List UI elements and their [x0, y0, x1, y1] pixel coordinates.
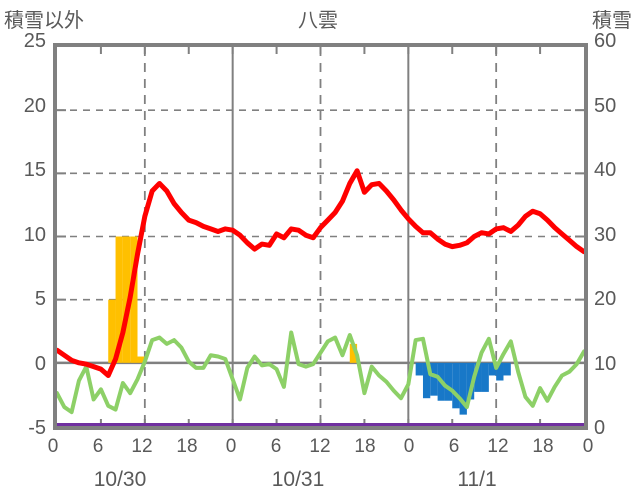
y-right-tick-30: 30: [594, 224, 617, 246]
bar: [503, 362, 511, 376]
x-tick-18-d3: 18: [532, 436, 554, 457]
bar: [122, 236, 131, 363]
x-tick-18-d2: 18: [354, 436, 376, 457]
bar: [130, 236, 138, 363]
bar: [474, 362, 482, 392]
y-right-tick-0: 0: [594, 417, 606, 439]
x-tick-24-d3: 0: [582, 436, 594, 457]
y-right-tick-60: 60: [594, 30, 617, 52]
y-left-tick-25: 25: [23, 30, 46, 52]
y-right-tick-20: 20: [594, 288, 617, 310]
bar: [415, 362, 423, 376]
x-tick-6-d2: 6: [270, 436, 282, 457]
precipitation-bars: [108, 236, 358, 363]
right-axis-unit-label: 積雪: [592, 10, 632, 32]
temperature-line: [57, 168, 584, 378]
y-left-tick-m5: -5: [28, 417, 46, 439]
x-tick-6-d1: 6: [92, 436, 104, 457]
x-tick-0-d1: 0: [47, 436, 59, 457]
x-date-label-3: 11/1: [457, 468, 497, 491]
bar: [422, 362, 431, 399]
y-right-tick-40: 40: [594, 159, 617, 181]
plot-inner: [57, 47, 584, 426]
left-axis-unit-label: 積雪以外: [4, 10, 84, 32]
y-right-tick-50: 50: [594, 95, 617, 117]
y-left-tick-0: 0: [34, 353, 46, 375]
chart-title: 八雲: [298, 10, 338, 32]
y-left-tick-20: 20: [23, 95, 46, 117]
x-tick-12-d3: 12: [487, 436, 509, 457]
bar: [108, 299, 116, 363]
bar: [459, 362, 467, 415]
x-tick-0-d3: 0: [403, 436, 415, 457]
y-left-tick-15: 15: [23, 159, 46, 181]
bar: [488, 362, 497, 376]
plot-area: [53, 43, 588, 430]
bar: [137, 356, 145, 363]
chart-canvas: [57, 47, 584, 426]
x-tick-12-d1: 12: [131, 436, 153, 457]
x-tick-12-d2: 12: [309, 436, 331, 457]
y-left-tick-10: 10: [23, 224, 46, 246]
wind-line: [57, 330, 584, 415]
x-tick-18-d1: 18: [176, 436, 198, 457]
bar: [430, 362, 438, 396]
x-tick-6-d3: 6: [448, 436, 460, 457]
bar: [466, 362, 475, 400]
x-tick-0-d2: 0: [225, 436, 237, 457]
x-date-label-2: 10/31: [271, 468, 325, 491]
bar: [444, 362, 453, 401]
y-left-tick-5: 5: [34, 288, 46, 310]
x-date-label-1: 10/30: [93, 468, 147, 491]
bar: [452, 362, 460, 409]
y-right-tick-10: 10: [594, 353, 617, 375]
bar: [115, 236, 123, 363]
bar: [481, 362, 489, 392]
bar: [349, 343, 358, 363]
bar: [496, 362, 504, 381]
